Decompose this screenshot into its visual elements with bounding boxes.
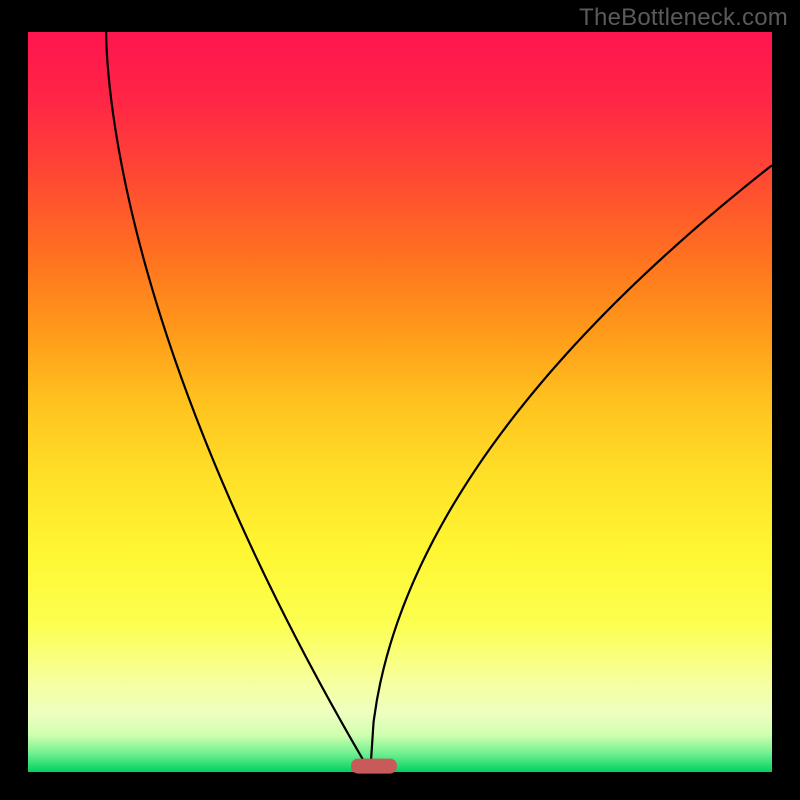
watermark-text: TheBottleneck.com: [579, 4, 788, 32]
chart-svg: [0, 0, 800, 800]
optimum-marker: [351, 759, 397, 774]
plot-background: [28, 32, 772, 772]
chart-container: TheBottleneck.com: [0, 0, 800, 800]
